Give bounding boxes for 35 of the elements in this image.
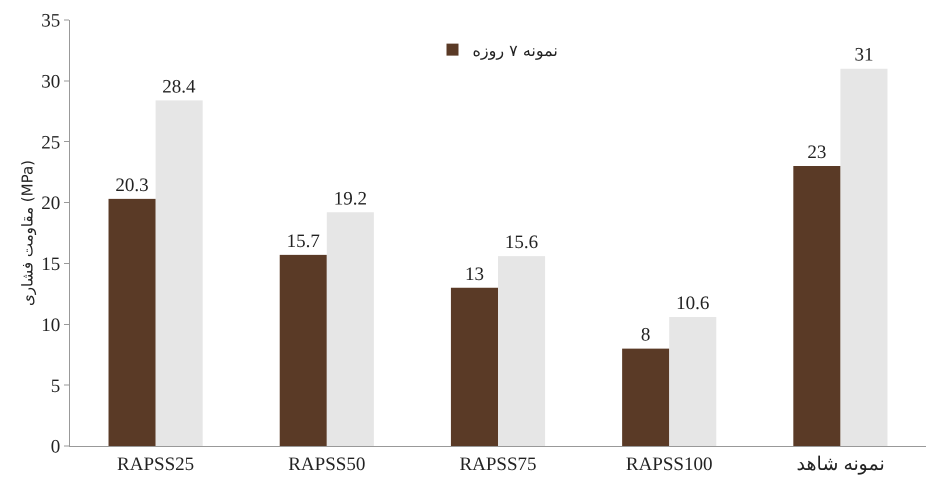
bar [622,348,670,446]
x-tick-label: RAPSS25 [117,454,194,475]
bar [450,288,498,446]
data-label: 31 [854,44,874,66]
data-label: 15.6 [504,232,538,254]
legend-label: نمونه ۷ روزه [472,40,558,60]
data-label: 28.4 [162,76,196,98]
x-tick-label: RAPSS50 [288,454,366,475]
y-tick-label: 25 [41,132,60,154]
x-tick-label: RAPSS100 [626,454,713,475]
x-tick-label: نمونه شاهد [796,454,884,475]
bar [326,212,374,446]
y-tick-label: 5 [50,376,60,397]
y-tick-label: 10 [41,314,60,336]
bar [669,316,716,446]
y-axis-title: مقاومت فشاری (MPa) [18,160,36,306]
data-label: 10.6 [676,292,710,314]
data-label: 13 [464,264,484,285]
y-tick-label: 20 [41,193,60,214]
data-label: 23 [807,142,826,164]
y-tick-label: 35 [41,10,60,32]
bar [280,254,327,446]
y-tick-label: 15 [41,254,60,276]
bar [156,100,203,446]
x-tick-label: RAPSS75 [459,454,537,475]
data-label: 8 [640,324,650,346]
bar [108,198,156,446]
data-label: 20.3 [115,174,149,196]
y-tick-label: 0 [50,436,60,458]
data-label: 15.7 [286,230,320,252]
y-tick-label: 30 [41,72,60,93]
bar [793,166,840,446]
data-label: 19.2 [334,188,367,210]
bar [498,256,546,446]
bar [840,68,888,446]
